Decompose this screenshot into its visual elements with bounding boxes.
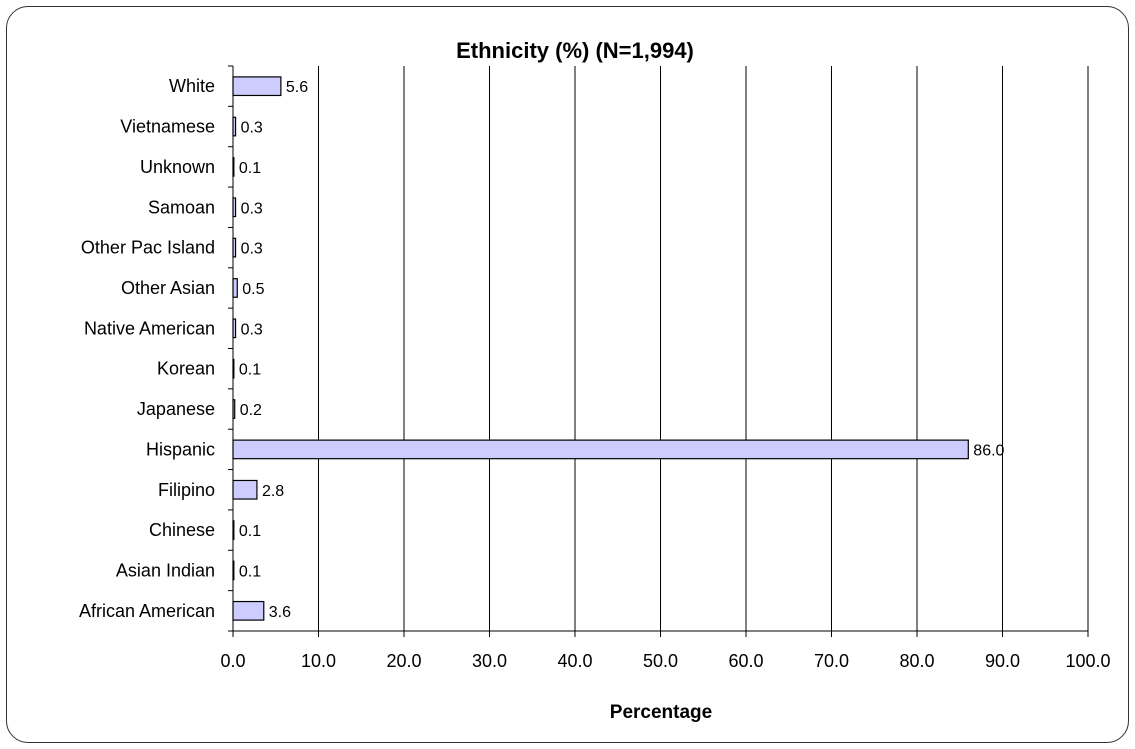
category-labels: White Vietnamese Unknown Samoan Other Pac Is… xyxy=(79,76,215,621)
data-label: 0.5 xyxy=(242,281,264,298)
data-label: 0.1 xyxy=(239,160,261,177)
x-tick-label: 70.0 xyxy=(814,651,849,671)
data-label: 0.3 xyxy=(241,241,263,258)
data-label: 3.6 xyxy=(269,604,291,621)
data-label: 86.0 xyxy=(973,442,1004,459)
category-label: African American xyxy=(79,601,215,621)
data-label: 0.3 xyxy=(241,321,263,338)
gridlines xyxy=(318,66,1089,631)
x-tick-label: 10.0 xyxy=(301,651,336,671)
x-tick-label: 60.0 xyxy=(728,651,763,671)
chart-title: Ethnicity (%) (N=1,994) xyxy=(456,38,694,63)
category-label: Unknown xyxy=(140,157,215,177)
x-tick-label: 90.0 xyxy=(985,651,1020,671)
category-label: Korean xyxy=(157,359,215,379)
category-label: Japanese xyxy=(137,399,215,419)
x-tick-label: 50.0 xyxy=(643,651,678,671)
category-label: Chinese xyxy=(149,520,215,540)
data-label: 0.1 xyxy=(239,563,261,580)
x-tick-label: 30.0 xyxy=(472,651,507,671)
category-label: Native American xyxy=(84,318,215,338)
category-label: Asian Indian xyxy=(116,560,215,580)
data-label: 0.3 xyxy=(241,200,263,217)
x-tick-label: 40.0 xyxy=(557,651,592,671)
axes xyxy=(228,65,1089,637)
x-tick-label: 0.0 xyxy=(220,651,245,671)
x-tick-label: 20.0 xyxy=(386,651,421,671)
category-label: White xyxy=(169,76,215,96)
data-label: 0.1 xyxy=(239,362,261,379)
data-label: 5.6 xyxy=(286,79,308,96)
bar-african-american xyxy=(232,600,265,621)
data-label: 2.8 xyxy=(262,483,284,500)
category-label: Hispanic xyxy=(146,439,215,459)
bars xyxy=(232,76,969,621)
value-labels: 5.6 0.3 0.1 0.3 0.3 0.5 0.3 0.1 0.2 86.0 2.8 0.1 0.1… xyxy=(239,79,1005,621)
category-label: Filipino xyxy=(158,480,215,500)
chart-frame xyxy=(6,6,1129,743)
x-tick-label: 80.0 xyxy=(899,651,934,671)
data-label: 0.3 xyxy=(241,120,263,137)
bar-filipino xyxy=(232,479,258,500)
data-label: 0.2 xyxy=(240,402,262,419)
bar-white xyxy=(232,76,282,97)
category-label: Vietnamese xyxy=(120,117,215,137)
data-label: 0.1 xyxy=(239,523,261,540)
category-label: Samoan xyxy=(148,197,215,217)
category-label: Other Asian xyxy=(121,278,215,298)
x-tick-labels: 0.0 10.0 20.0 30.0 40.0 50.0 60.0 70.0 80.0 90.0 1… xyxy=(220,651,1110,671)
category-label: Other Pac Island xyxy=(81,238,215,258)
bar-hispanic xyxy=(232,439,969,460)
x-tick-label: 100.0 xyxy=(1065,651,1110,671)
bar-other-asian xyxy=(232,278,238,298)
x-axis-label: Percentage xyxy=(610,702,712,723)
